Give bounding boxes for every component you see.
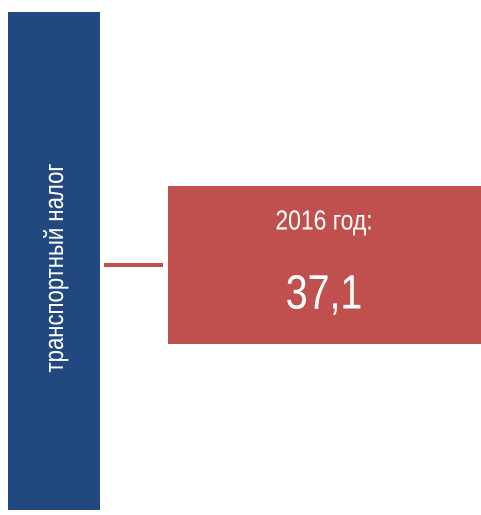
- label-text: транспортный налог: [40, 164, 70, 373]
- period-text: 2016 год:: [275, 205, 372, 236]
- value-text: 37,1: [286, 266, 363, 320]
- value-box: [168, 186, 481, 344]
- label-bar: [8, 12, 100, 510]
